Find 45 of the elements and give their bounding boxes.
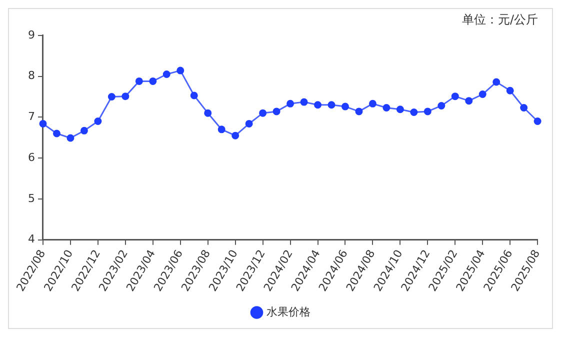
point xyxy=(424,108,432,116)
point xyxy=(149,77,157,85)
point xyxy=(410,108,418,116)
point xyxy=(438,102,446,110)
point xyxy=(382,104,390,112)
y-tick-label: 9 xyxy=(28,28,35,42)
point xyxy=(39,120,47,128)
point xyxy=(66,134,74,142)
point xyxy=(314,101,322,109)
y-tick-label: 4 xyxy=(28,232,35,246)
point xyxy=(492,78,500,86)
point xyxy=(245,120,253,128)
y-tick-label: 8 xyxy=(28,69,35,82)
point xyxy=(52,130,60,138)
point xyxy=(341,102,349,110)
point xyxy=(396,106,404,114)
point xyxy=(272,108,280,116)
y-tick-label: 5 xyxy=(28,192,35,205)
point xyxy=(465,97,473,105)
point xyxy=(135,77,143,85)
point xyxy=(259,109,267,117)
point xyxy=(520,104,528,112)
point xyxy=(534,118,542,126)
point xyxy=(94,118,102,126)
point xyxy=(451,92,459,100)
point xyxy=(328,101,336,109)
point xyxy=(286,100,294,108)
point xyxy=(80,126,88,134)
point xyxy=(478,90,486,98)
point xyxy=(122,92,130,100)
point xyxy=(162,70,170,78)
point xyxy=(218,126,226,134)
point xyxy=(232,132,240,140)
legend-label: 水果价格 xyxy=(266,305,310,318)
text: 单位：元/公斤 xyxy=(462,12,538,26)
y-tick-label: 6 xyxy=(28,150,35,164)
point xyxy=(368,100,376,108)
point xyxy=(355,108,363,116)
point xyxy=(190,92,198,100)
y-tick-label: 7 xyxy=(28,110,35,124)
point xyxy=(176,66,184,74)
point xyxy=(108,92,116,100)
point xyxy=(204,109,212,117)
point xyxy=(300,98,308,106)
point xyxy=(506,86,514,94)
